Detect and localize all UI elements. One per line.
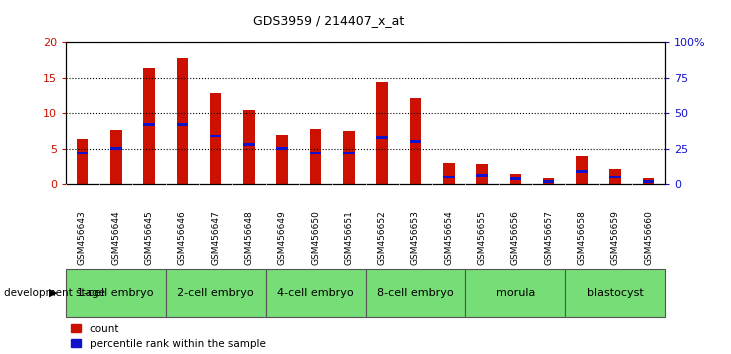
Text: GSM456645: GSM456645	[145, 210, 154, 265]
Bar	[466, 269, 565, 317]
Bar	[77, 139, 88, 184]
Bar	[376, 136, 388, 139]
Bar	[576, 170, 588, 173]
Text: GSM456655: GSM456655	[477, 210, 487, 265]
Bar	[343, 152, 355, 154]
Text: GSM456649: GSM456649	[278, 210, 287, 265]
Text: development stage: development stage	[4, 288, 105, 298]
Bar	[243, 110, 255, 184]
Text: GDS3959 / 214407_x_at: GDS3959 / 214407_x_at	[254, 14, 404, 27]
Legend: count, percentile rank within the sample: count, percentile rank within the sample	[71, 324, 265, 349]
Text: 8-cell embryo: 8-cell embryo	[377, 288, 454, 298]
Bar	[210, 93, 221, 184]
Bar	[510, 174, 521, 184]
Text: GSM456652: GSM456652	[378, 210, 387, 265]
Bar	[476, 174, 488, 177]
Text: GSM456646: GSM456646	[178, 210, 187, 265]
Text: blastocyst: blastocyst	[587, 288, 643, 298]
Text: 2-cell embryo: 2-cell embryo	[178, 288, 254, 298]
Text: GSM456650: GSM456650	[311, 210, 320, 265]
Text: GSM456654: GSM456654	[444, 210, 453, 265]
Bar	[210, 135, 221, 137]
Bar	[143, 68, 155, 184]
Bar	[166, 269, 265, 317]
Bar	[243, 143, 255, 146]
Text: GSM456648: GSM456648	[244, 210, 254, 265]
Bar	[543, 178, 555, 184]
Text: GSM456659: GSM456659	[611, 210, 620, 265]
Bar	[265, 269, 366, 317]
Bar	[409, 140, 421, 143]
Bar	[409, 98, 421, 184]
Bar	[476, 164, 488, 184]
Bar	[565, 269, 665, 317]
Bar	[310, 129, 322, 184]
Bar	[643, 178, 654, 184]
Text: GSM456643: GSM456643	[78, 210, 87, 265]
Bar	[110, 130, 121, 184]
Bar	[143, 123, 155, 126]
Text: 1-cell embryo: 1-cell embryo	[77, 288, 154, 298]
Text: GSM456653: GSM456653	[411, 210, 420, 265]
Bar	[366, 269, 466, 317]
Bar	[610, 176, 621, 178]
Text: GSM456658: GSM456658	[577, 210, 586, 265]
Bar	[310, 152, 322, 154]
Text: GSM456644: GSM456644	[111, 210, 120, 265]
Bar	[276, 135, 288, 184]
Text: GSM456651: GSM456651	[344, 210, 353, 265]
Bar	[376, 82, 388, 184]
Text: GSM456657: GSM456657	[544, 210, 553, 265]
Bar	[276, 147, 288, 150]
Text: 4-cell embryo: 4-cell embryo	[277, 288, 354, 298]
Text: ▶: ▶	[48, 288, 57, 298]
Bar	[443, 176, 455, 178]
Bar	[643, 180, 654, 183]
Bar	[543, 180, 555, 183]
Bar	[176, 123, 188, 126]
Text: GSM456647: GSM456647	[211, 210, 220, 265]
Bar	[610, 169, 621, 184]
Bar	[443, 163, 455, 184]
Bar	[77, 152, 88, 154]
Bar	[343, 131, 355, 184]
Bar	[66, 269, 166, 317]
Text: GSM456656: GSM456656	[511, 210, 520, 265]
Text: morula: morula	[496, 288, 535, 298]
Bar	[176, 58, 188, 184]
Text: GSM456660: GSM456660	[644, 210, 653, 265]
Bar	[510, 177, 521, 180]
Bar	[576, 156, 588, 184]
Bar	[110, 147, 121, 150]
